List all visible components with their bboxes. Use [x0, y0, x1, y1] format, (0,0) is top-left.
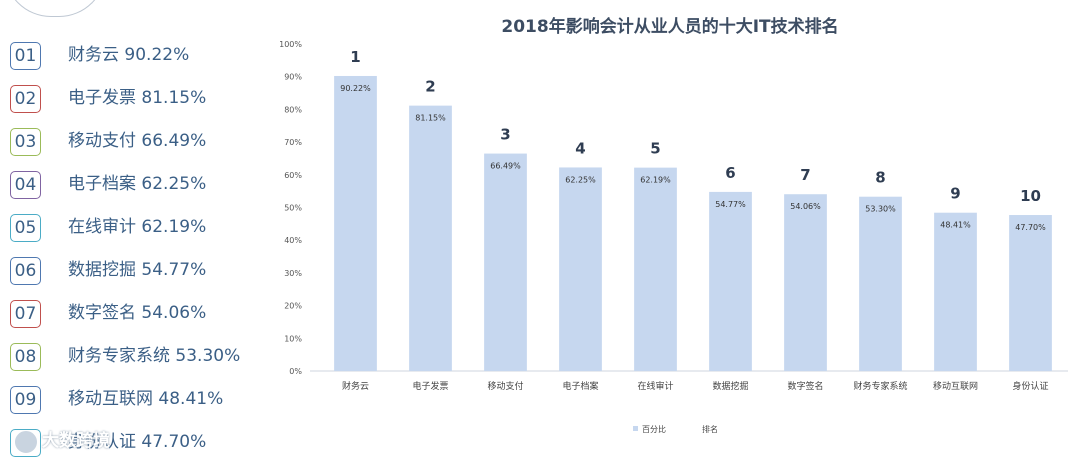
bar [484, 153, 527, 371]
rank-number-badge: 08 [10, 343, 41, 371]
rank-list-item: 05 在线审计 62.19% [10, 208, 280, 251]
bar-value-label: 48.41% [940, 221, 971, 230]
bar [334, 75, 377, 372]
y-tick-label: 40% [284, 236, 302, 245]
rank-label: 移动互联网 48.41% [68, 389, 224, 409]
watermark-logo-icon [14, 430, 38, 454]
bar [709, 191, 752, 371]
rank-label: 移动支付 66.49% [68, 131, 207, 151]
x-tick-label: 在线审计 [637, 380, 673, 392]
bar-value-label: 54.06% [790, 202, 821, 211]
y-tick-label: 100% [279, 40, 302, 49]
x-tick-label: 电子档案 [562, 380, 598, 392]
rank-label: 5 [650, 140, 660, 158]
rank-list-item: 01 财务云 90.22% [10, 36, 280, 79]
rank-label: 数字签名 54.06% [68, 303, 207, 323]
legend-swatch-percent [633, 426, 638, 431]
rank-label: 10 [1020, 187, 1041, 205]
rank-label: 财务专家系统 53.30% [68, 346, 241, 366]
rank-list-item: 03 移动支付 66.49% [10, 122, 280, 165]
x-tick-label: 财务云 [342, 380, 369, 392]
rank-list-item: 09 移动互联网 48.41% [10, 380, 280, 423]
rank-list-item: 08 财务专家系统 53.30% [10, 337, 280, 380]
bar [784, 194, 827, 371]
rank-label: 电子档案 62.25% [68, 174, 207, 194]
rank-list-item: 06 数据挖掘 54.77% [10, 251, 280, 294]
x-tick-label: 移动互联网 [933, 380, 978, 392]
rank-number-badge: 05 [10, 214, 41, 242]
bar [934, 212, 977, 371]
rank-label: 电子发票 81.15% [68, 88, 207, 108]
rank-label: 数据挖掘 54.77% [68, 260, 207, 280]
rank-list-item: 04 电子档案 62.25% [10, 165, 280, 208]
bar [634, 167, 677, 371]
bar-value-label: 62.25% [565, 175, 596, 184]
y-tick-label: 10% [284, 334, 302, 343]
rank-number-badge: 06 [10, 257, 41, 285]
rank-number-badge: 04 [10, 171, 41, 199]
x-tick-label: 电子发票 [412, 380, 448, 392]
x-tick-label: 数字签名 [787, 380, 823, 392]
rank-label: 8 [875, 169, 885, 187]
rank-label: 在线审计 62.19% [68, 217, 207, 237]
bar-value-label: 47.70% [1015, 223, 1046, 232]
bar-value-label: 53.30% [865, 205, 896, 214]
rank-number-badge: 03 [10, 128, 41, 156]
bar [859, 196, 902, 371]
rank-label: 2 [425, 78, 435, 96]
x-tick-label: 身份认证 [1012, 380, 1048, 392]
rank-number-badge: 01 [10, 42, 41, 70]
y-tick-label: 30% [284, 269, 302, 278]
rank-label: 7 [800, 166, 810, 184]
rank-label: 4 [575, 139, 585, 157]
rank-label: 3 [500, 126, 510, 144]
rank-number-badge: 09 [10, 386, 41, 414]
bar [1009, 215, 1052, 371]
y-tick-label: 50% [284, 204, 302, 213]
rank-label: 1 [350, 48, 360, 66]
watermark-text: 大数跨境 [42, 431, 110, 451]
y-tick-label: 0% [289, 367, 302, 376]
y-tick-label: 20% [284, 302, 302, 311]
rank-list-item: 02 电子发票 81.15% [10, 79, 280, 122]
rank-list-item: 07 数字签名 54.06% [10, 294, 280, 337]
y-tick-label: 60% [284, 171, 302, 180]
rank-label: 财务云 90.22% [68, 45, 190, 65]
rank-label: 6 [725, 164, 735, 182]
rank-number-badge: 02 [10, 85, 41, 113]
y-tick-label: 70% [284, 138, 302, 147]
legend-label-rank: 排名 [702, 424, 718, 434]
x-tick-label: 移动支付 [487, 380, 523, 392]
bar-value-label: 81.15% [415, 114, 446, 123]
y-tick-label: 90% [284, 73, 302, 82]
rank-label: 身份认证 47.70% [68, 432, 207, 452]
chart-title: 2018年影响会计从业人员的十大IT技术排名 [501, 17, 839, 37]
bar-value-label: 54.77% [715, 200, 746, 209]
bar-value-label: 66.49% [490, 162, 521, 171]
rank-number-badge: 07 [10, 300, 41, 328]
watermark: 大数跨境 [14, 428, 154, 454]
rank-label: 9 [950, 185, 960, 203]
y-tick-label: 80% [284, 105, 302, 114]
bar-value-label: 90.22% [340, 84, 371, 93]
bar [559, 167, 602, 371]
bar-value-label: 62.19% [640, 176, 671, 185]
bar [409, 105, 452, 372]
x-tick-label: 财务专家系统 [853, 380, 907, 392]
legend-label-percent: 百分比 [642, 424, 666, 434]
x-tick-label: 数据挖掘 [712, 380, 748, 392]
